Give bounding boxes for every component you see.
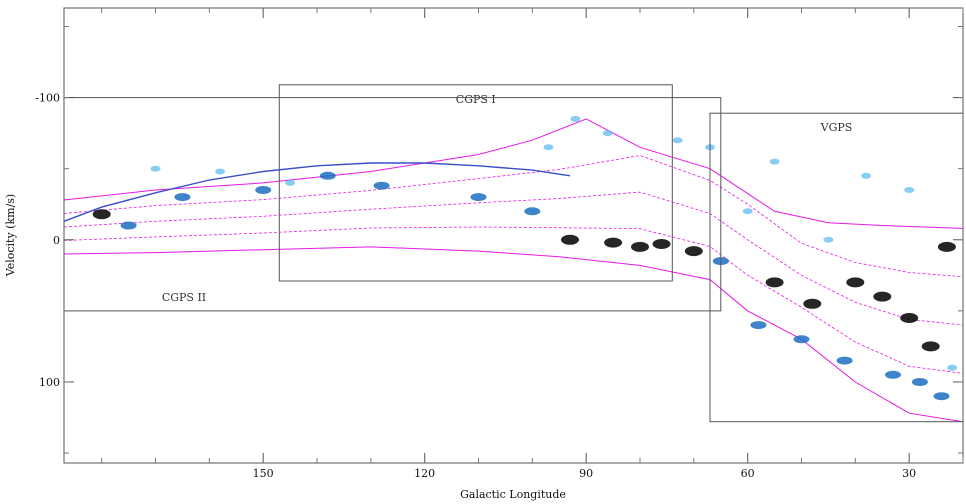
hi-emission-point-12 [937,241,956,252]
hi-emission-point-3 [631,241,649,252]
hi-emission-point-30 [602,130,613,137]
hi-emission-point-19 [470,193,487,202]
y-axis-label: Velocity (km/s) [4,194,17,277]
hi-emission-layer [92,115,958,401]
hi-emission-point-31 [672,137,683,144]
hi-emission-point-36 [150,165,161,172]
co-inner-contour-2 [63,191,964,326]
hi-emission-point-37 [215,168,226,175]
rotation-curve-layer [63,162,571,222]
hi-emission-point-8 [846,277,865,288]
hi-emission-point-6 [765,277,784,288]
y-axis-ticks: -100 0 100 [35,25,963,454]
hi-emission-point-23 [793,335,810,344]
hi-emission-point-25 [885,370,901,379]
hi-emission-point-35 [904,187,915,193]
y-tick-label-3: 100 [39,376,60,389]
co-upper-contour [63,118,964,229]
hi-emission-point-26 [911,378,928,386]
survey-region-2 [63,97,722,312]
co-lower-contour [63,246,964,423]
y-tick-label-1: -100 [35,92,60,105]
hi-emission-point-38 [285,179,296,186]
co-contour-layer [63,118,964,423]
survey-region-label-1: CGPS I [456,93,496,106]
hi-emission-point-41 [947,364,958,371]
hi-emission-point-9 [873,291,892,302]
hi-emission-point-40 [823,236,834,243]
x-tick-label-3: 90 [579,467,593,480]
rotation-curve [63,162,571,222]
x-tick-label-4: 60 [741,467,755,480]
hi-emission-point-7 [803,298,822,309]
hi-emission-point-2 [604,237,623,248]
x-axis-label: Galactic Longitude [460,488,566,501]
hi-emission-point-1 [561,234,579,245]
hi-emission-point-14 [120,221,137,230]
hi-emission-point-10 [900,313,919,323]
hi-emission-point-34 [861,172,872,179]
x-axis-ticks: 150 120 90 60 30 [101,8,964,480]
hi-emission-point-15 [174,193,191,202]
hi-emission-point-13 [92,209,111,220]
plot-frame [63,7,964,464]
y-tick-label-2: 0 [53,234,60,247]
hi-emission-point-22 [750,321,767,330]
hi-emission-point-18 [373,181,390,190]
hi-emission-point-28 [570,115,581,122]
survey-region-1 [278,84,673,282]
hi-emission-point-16 [255,186,272,194]
hi-emission-point-17 [319,171,336,180]
hi-emission-point-29 [543,144,554,151]
survey-region-3 [709,112,964,423]
co-inner-contour-3 [63,155,964,278]
hi-emission-point-11 [921,341,940,352]
hi-emission-point-5 [684,246,703,257]
x-tick-label-2: 120 [414,467,435,480]
hi-emission-point-33 [769,158,780,165]
survey-region-layer: CGPS I CGPS II VGPS [63,84,964,423]
hi-emission-point-20 [524,207,541,216]
hi-emission-point-24 [836,356,853,365]
hi-emission-point-27 [933,392,950,401]
x-tick-label-1: 150 [253,467,274,480]
survey-region-label-2: CGPS II [162,291,206,304]
hi-emission-point-4 [652,239,671,249]
survey-region-label-3: VGPS [820,121,853,134]
hi-emission-point-39 [742,208,753,215]
x-tick-label-5: 30 [902,467,916,480]
co-inner-contour-1 [63,226,964,374]
